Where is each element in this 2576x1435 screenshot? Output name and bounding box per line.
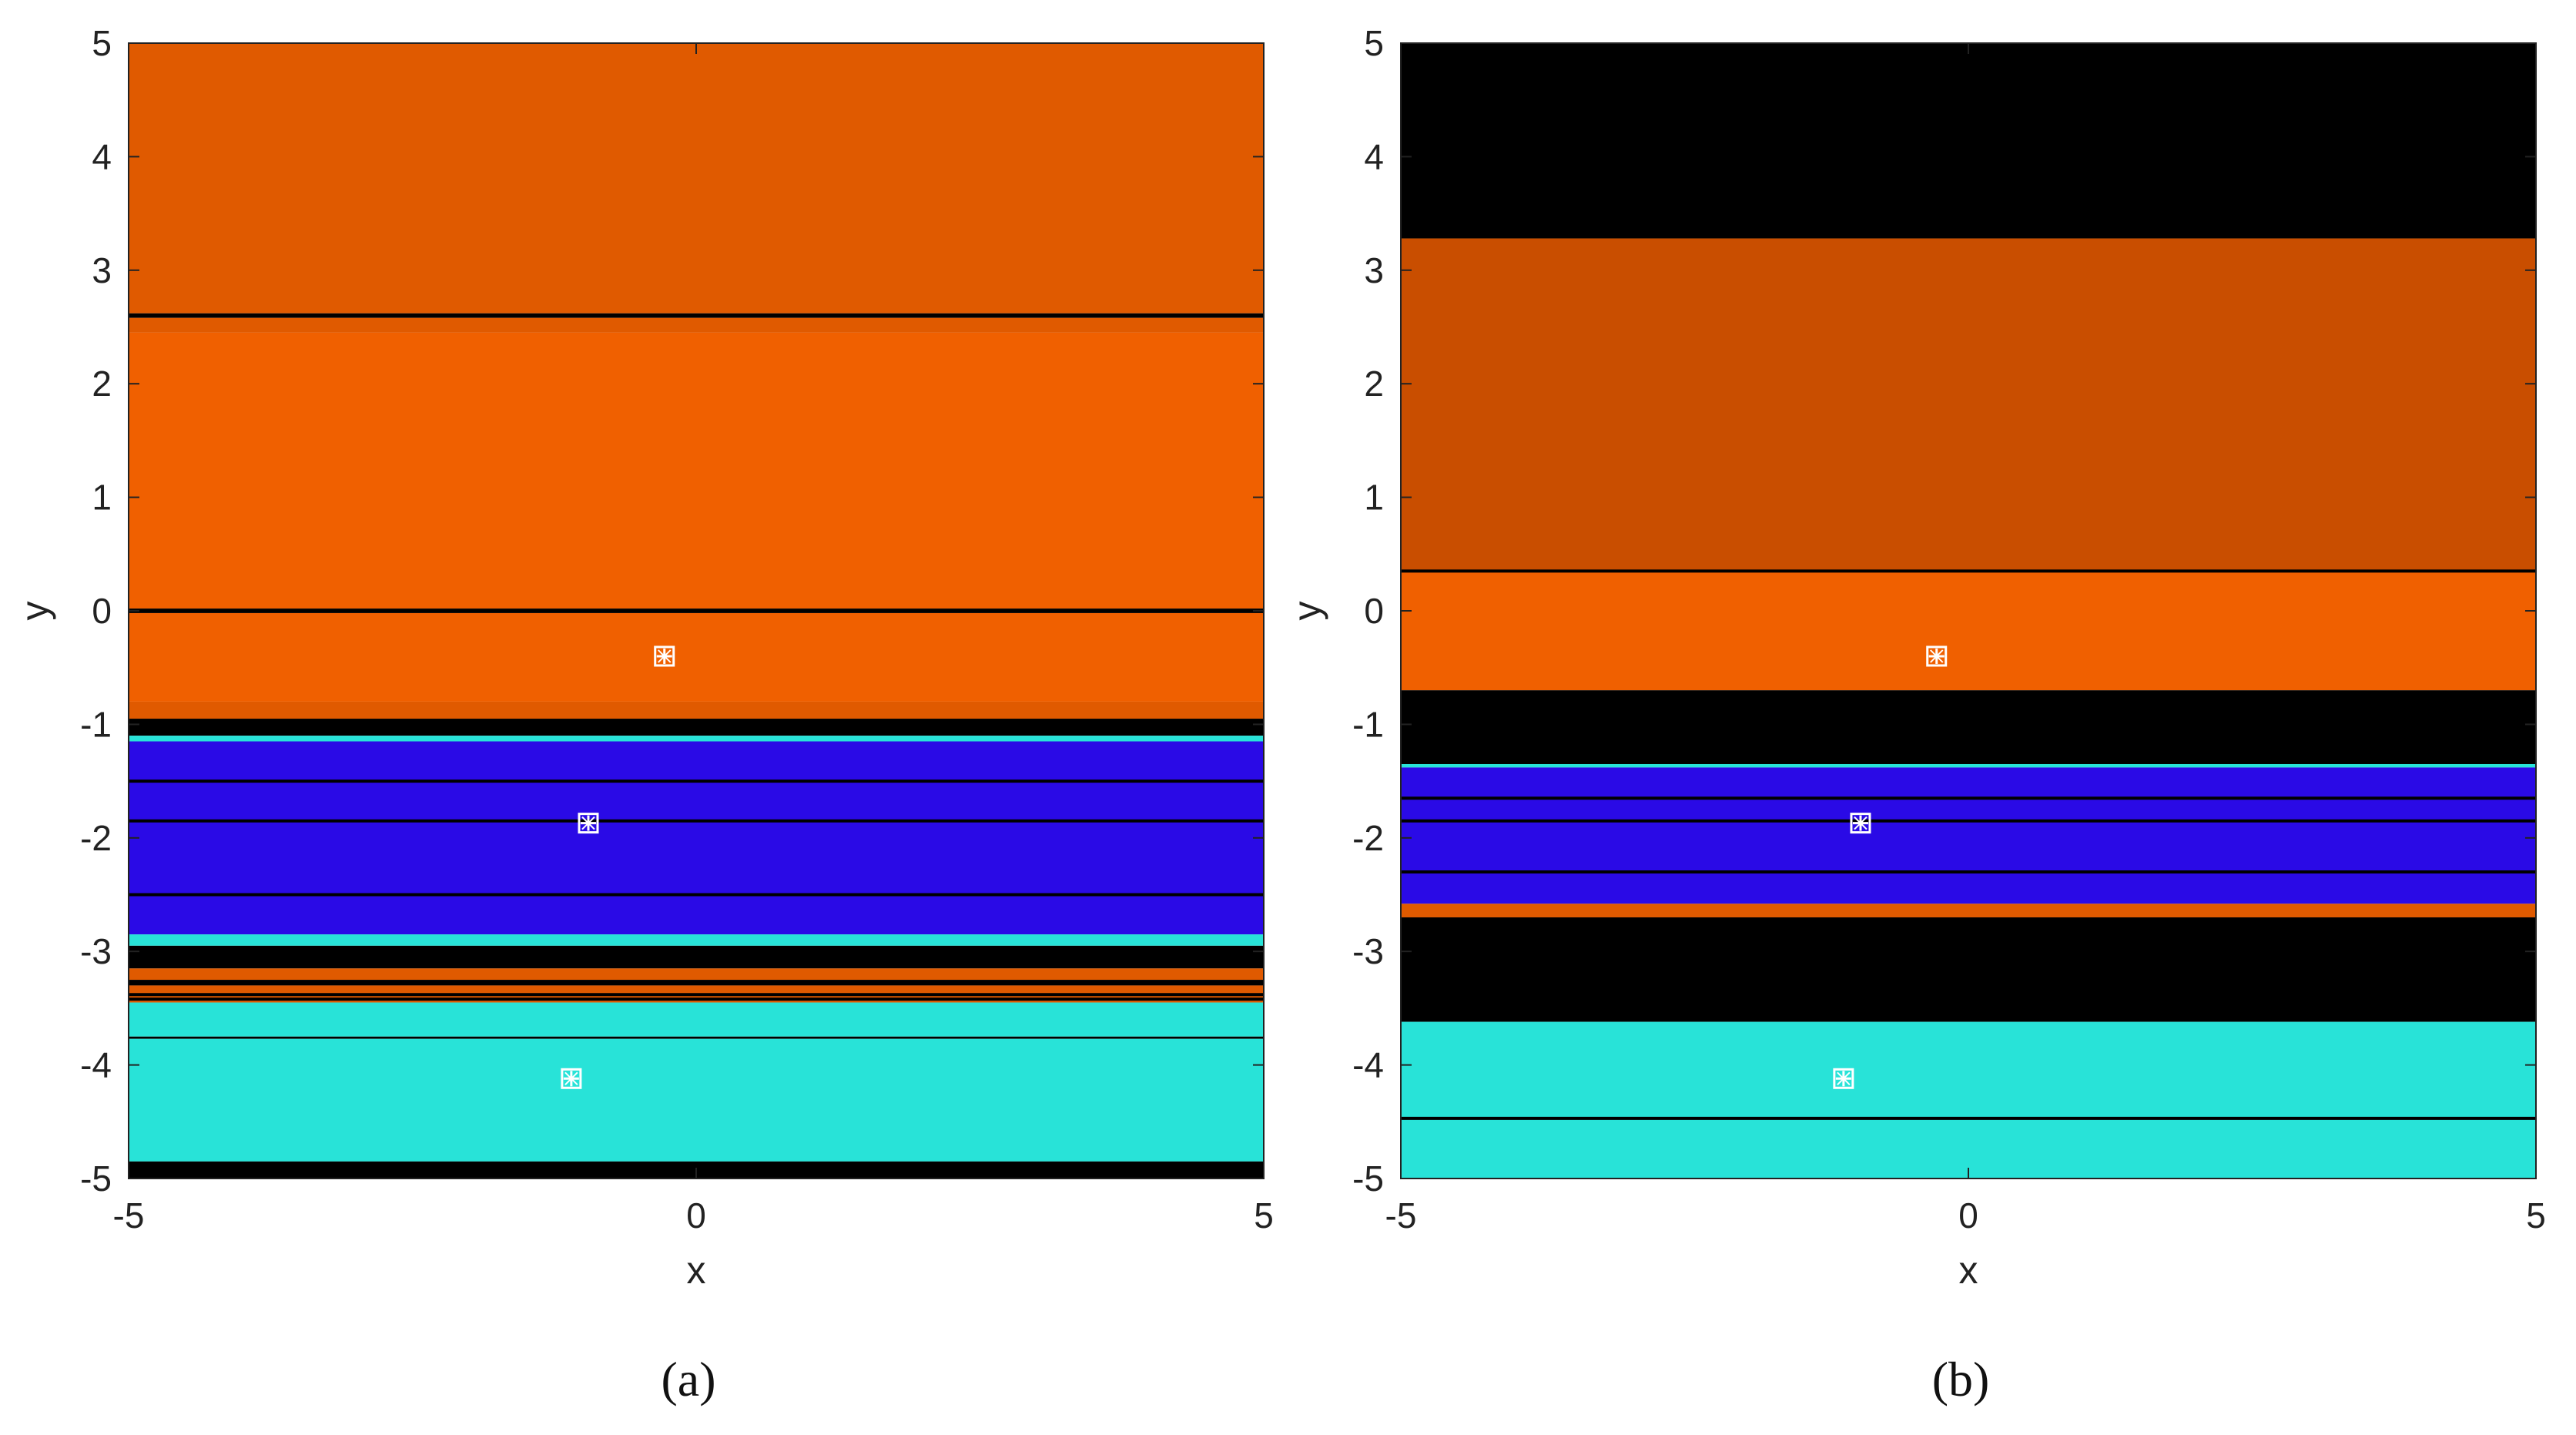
marker-cross-d2 — [581, 816, 595, 830]
band-9 — [129, 741, 1264, 935]
y-tick-label: 4 — [1364, 136, 1384, 176]
marker-point — [1926, 645, 1948, 667]
y-tick-label: -2 — [80, 818, 112, 858]
band-16 — [129, 1036, 1264, 1039]
band-8 — [129, 736, 1264, 742]
marker-point — [561, 1068, 582, 1089]
y-tick-label: -4 — [80, 1045, 112, 1085]
y-tick-label: -3 — [80, 931, 112, 971]
y-tick-label: 4 — [92, 136, 112, 176]
band-8 — [1401, 1021, 2536, 1179]
band-17 — [129, 1038, 1264, 1162]
marker-point — [1833, 1068, 1854, 1089]
marker-cross-d2 — [564, 1071, 578, 1085]
y-tick-label: 1 — [92, 478, 112, 518]
y-tick-label: 5 — [1364, 23, 1384, 63]
band-12 — [129, 968, 1264, 981]
band-2 — [129, 317, 1264, 333]
band-7 — [129, 719, 1264, 736]
marker-cross-d2 — [1854, 816, 1868, 830]
panel-caption: (b) — [1932, 1352, 1990, 1407]
band-5 — [1401, 767, 2536, 904]
marker-cross-d2 — [1837, 1071, 1851, 1085]
y-axis-label: y — [1285, 602, 1328, 621]
band-0 — [1401, 43, 2536, 239]
marker-square — [1926, 645, 1948, 667]
marker-cross-d2 — [1930, 649, 1944, 663]
y-tick-label: -5 — [80, 1158, 112, 1199]
band-0 — [129, 43, 1264, 313]
y-tick-label: -1 — [80, 704, 112, 744]
y-tick-label: -2 — [1352, 818, 1384, 858]
band-13 — [129, 980, 1264, 986]
y-tick-label: 0 — [1364, 591, 1384, 631]
y-tick-label: 3 — [1364, 250, 1384, 290]
y-tick-label: 0 — [92, 591, 112, 631]
marker-square — [654, 645, 675, 667]
panel-b: 5 4 3 2 1 0 -1 -2 -3 -4 -5-5 0 5 x y (b) — [1285, 23, 2546, 1407]
band-1 — [129, 313, 1264, 318]
marker-point — [654, 645, 675, 667]
band-3 — [129, 332, 1264, 609]
marker-cross-d2 — [658, 649, 672, 663]
panel-a: 5 4 3 2 1 0 -1 -2 -3 -4 -5-5 0 5 x y (a) — [13, 23, 1274, 1407]
y-tick-label: -5 — [1352, 1158, 1384, 1199]
band-4 — [1401, 763, 2536, 768]
band-7 — [1401, 917, 2536, 1022]
x-tick-label: 0 — [686, 1195, 706, 1236]
y-tick-label: 3 — [92, 250, 112, 290]
y-tick-label: -3 — [1352, 931, 1384, 971]
x-axis-label: x — [1959, 1249, 1978, 1292]
marker-square — [1850, 813, 1871, 834]
band-15 — [129, 1002, 1264, 1037]
x-tick-label: 5 — [1254, 1195, 1274, 1236]
y-tick-label: 1 — [1364, 478, 1384, 518]
band-11 — [129, 945, 1264, 969]
band-6 — [1401, 904, 2536, 917]
x-axis-label: x — [687, 1249, 706, 1292]
marker-point — [578, 813, 599, 834]
y-tick-label: 5 — [92, 23, 112, 63]
marker-square — [578, 813, 599, 834]
y-tick-label: -1 — [1352, 704, 1384, 744]
y-tick-label: -4 — [1352, 1045, 1384, 1085]
marker-point — [1850, 813, 1871, 834]
band-3 — [1401, 690, 2536, 764]
band-6 — [129, 701, 1264, 719]
band-5 — [129, 612, 1264, 702]
marker-square — [561, 1068, 582, 1089]
x-tick-label: 5 — [2526, 1195, 2546, 1236]
panel-caption: (a) — [661, 1352, 715, 1407]
y-tick-label: 2 — [1364, 364, 1384, 404]
x-tick-label: 0 — [1958, 1195, 1978, 1236]
band-2 — [1401, 571, 2536, 691]
band-10 — [129, 934, 1264, 946]
x-tick-label: -5 — [113, 1195, 145, 1236]
y-tick-label: 2 — [92, 364, 112, 404]
band-1 — [1401, 238, 2536, 572]
marker-square — [1833, 1068, 1854, 1089]
y-axis-label: y — [13, 602, 56, 621]
x-tick-label: -5 — [1385, 1195, 1417, 1236]
band-4 — [129, 609, 1264, 613]
